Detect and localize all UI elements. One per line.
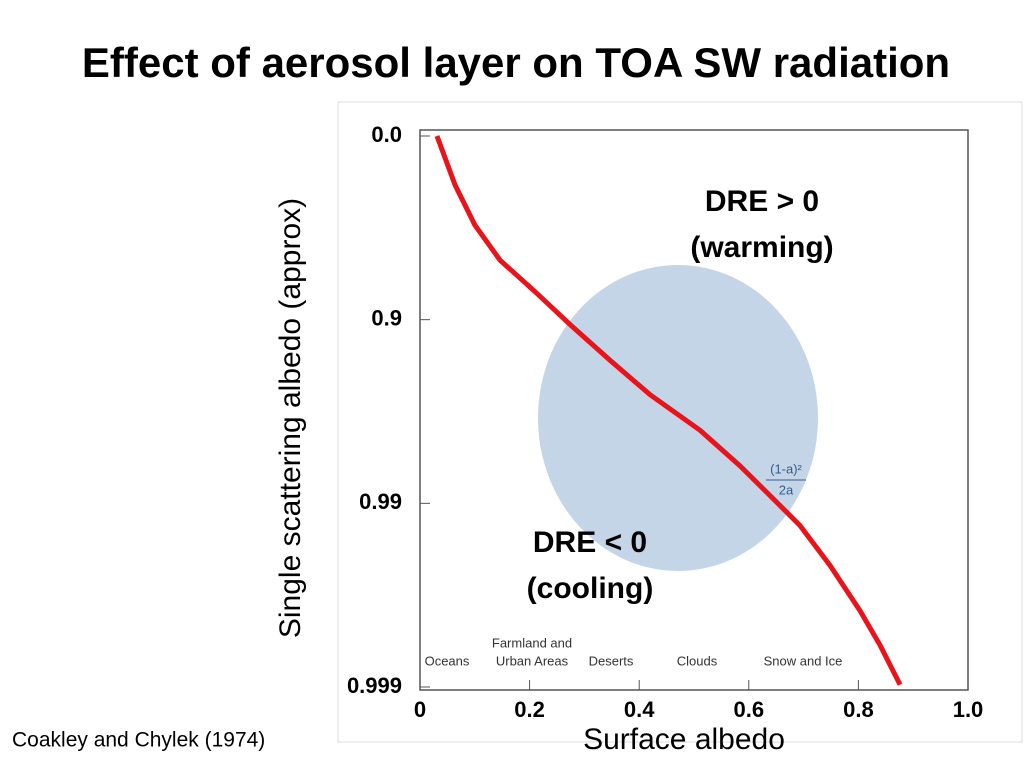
annotation: (cooling) (527, 572, 654, 605)
annotation: DRE < 0 (533, 526, 647, 559)
surface-type: Farmland and (492, 635, 572, 650)
x-tick-label: 1.0 (953, 697, 984, 722)
x-tick-label: 0.2 (514, 697, 545, 722)
y-tick-label: 0.99 (359, 489, 402, 514)
y-tick-label: 0.0 (371, 122, 402, 147)
y-axis-label: Single scattering albedo (approx) (274, 198, 307, 638)
title: Effect of aerosol layer on TOA SW radiat… (82, 39, 950, 86)
surface-type: Oceans (425, 653, 470, 668)
scan-border (337, 101, 1023, 743)
annotation: DRE > 0 (705, 185, 819, 218)
x-tick-label: 0.4 (624, 697, 655, 722)
surface-type: Clouds (677, 653, 718, 668)
x-tick-label: 0.8 (843, 697, 874, 722)
x-tick-label: 0.6 (734, 697, 765, 722)
citation: Coakley and Chylek (1974) (12, 729, 265, 752)
x-axis-label: Surface albedo (583, 723, 785, 756)
aerosol-region (538, 265, 818, 571)
annotation: (warming) (690, 231, 833, 264)
y-tick-label: 0.999 (347, 673, 402, 698)
surface-type: Urban Areas (496, 653, 569, 668)
surface-type: Snow and Ice (764, 653, 843, 668)
x-tick-label: 0 (414, 697, 426, 722)
formula-denominator: 2a (779, 482, 794, 497)
formula-numerator: (1-a)² (770, 461, 802, 476)
surface-type: Deserts (589, 653, 634, 668)
curve (434, 135, 903, 686)
plot-frame (419, 129, 969, 691)
y-tick-label: 0.9 (371, 305, 402, 330)
